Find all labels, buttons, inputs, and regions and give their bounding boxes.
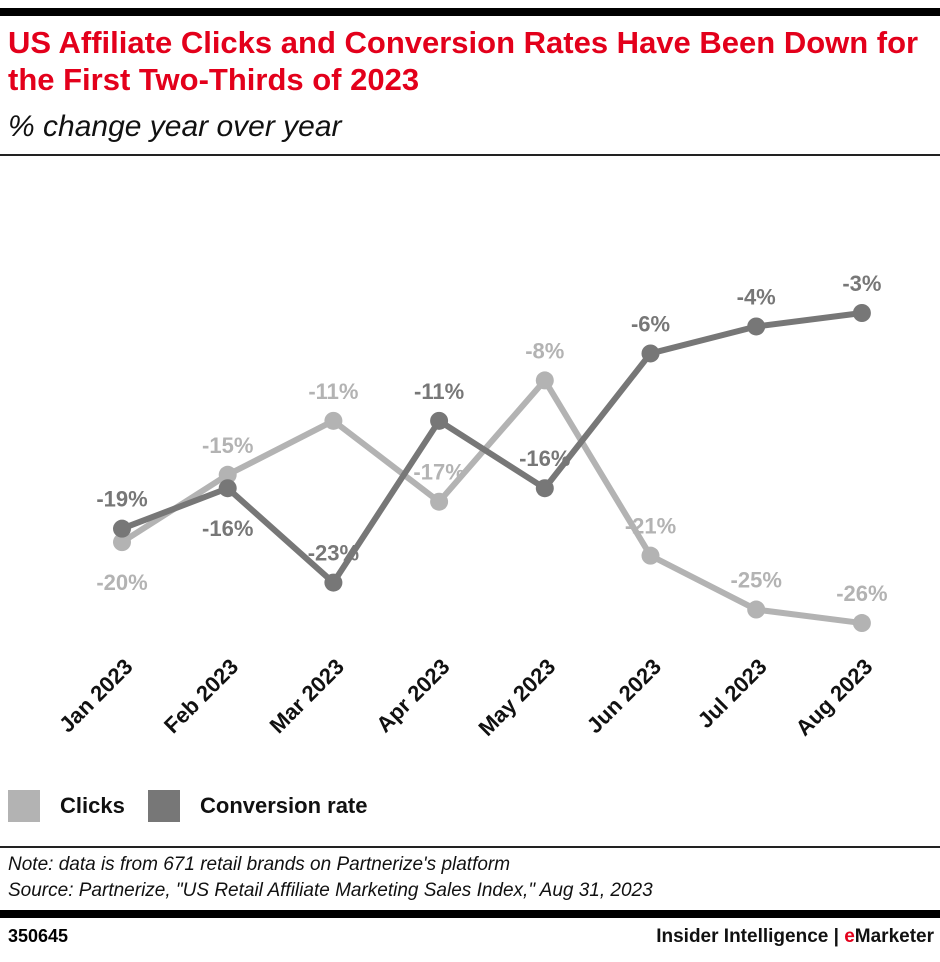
brand-text: Insider Intelligence | <box>656 926 845 947</box>
brand-text: Marketer <box>854 926 934 947</box>
data-label: -8% <box>525 338 564 363</box>
data-point <box>641 546 660 565</box>
data-point <box>324 411 343 430</box>
series-line-1 <box>120 310 863 586</box>
data-label: -19% <box>96 487 147 512</box>
legend-swatch-conversion <box>148 790 180 822</box>
data-point <box>641 344 660 363</box>
data-point <box>113 533 131 552</box>
data-point <box>430 411 449 430</box>
x-tick-label: Jul 2023 <box>693 654 772 733</box>
data-point <box>218 479 237 498</box>
data-point <box>430 492 449 511</box>
data-label: -6% <box>631 311 670 336</box>
top-bar <box>0 8 940 16</box>
data-label: -17% <box>413 460 464 485</box>
footnote: Note: data is from 671 retail brands on … <box>8 852 653 904</box>
x-tick-label: Apr 2023 <box>371 654 454 737</box>
data-point <box>324 573 343 592</box>
data-point <box>535 479 554 498</box>
data-label: -20% <box>96 570 147 595</box>
x-tick-label: Mar 2023 <box>265 654 349 738</box>
data-label: -23% <box>308 541 359 566</box>
brand-logo: Insider Intelligence | eMarketer <box>656 926 934 948</box>
data-label: -3% <box>842 271 881 296</box>
line-chart: -20% -15% -11% -17% -8% -21% -25% -26% -19% -16% -… <box>54 271 887 741</box>
x-tick-label: May 2023 <box>473 654 560 741</box>
data-label: -26% <box>836 581 887 606</box>
data-point <box>747 600 766 619</box>
data-point <box>852 614 871 633</box>
chart-subtitle: % change year over year <box>8 110 342 143</box>
data-point <box>747 317 766 336</box>
data-label: -16% <box>202 516 253 541</box>
data-point <box>535 371 554 390</box>
data-label: -16% <box>519 446 570 471</box>
legend-swatch-clicks <box>8 790 40 822</box>
x-tick-label: Jan 2023 <box>54 654 137 737</box>
series-line-0 <box>120 377 863 627</box>
data-label: -11% <box>414 379 464 404</box>
data-label: -15% <box>202 433 253 458</box>
data-point <box>218 465 237 484</box>
chart-id: 350645 <box>8 926 69 946</box>
chart-title: US Affiliate Clicks and Conversion Rates… <box>8 25 919 97</box>
data-point <box>852 304 871 322</box>
data-label: -11% <box>308 379 358 404</box>
bottom-bar <box>0 910 940 918</box>
legend-label: Conversion rate <box>200 793 368 818</box>
legend-conversion: Conversion rate <box>148 790 368 822</box>
data-label: -25% <box>731 568 782 593</box>
x-tick-label: Jun 2023 <box>582 654 666 738</box>
source-text: Source: Partnerize, "US Retail Affiliate… <box>8 880 653 901</box>
brand-e: e <box>844 926 855 947</box>
legend-clicks: Clicks <box>8 790 125 822</box>
data-label: -21% <box>625 514 676 539</box>
x-tick-label: Feb 2023 <box>159 654 243 738</box>
data-label: -4% <box>737 284 776 309</box>
divider <box>0 154 940 156</box>
divider <box>0 846 940 848</box>
legend-label: Clicks <box>60 793 125 818</box>
data-point <box>113 519 131 538</box>
x-tick-label: Aug 2023 <box>791 654 878 741</box>
note-text: Note: data is from 671 retail brands on … <box>8 854 511 875</box>
